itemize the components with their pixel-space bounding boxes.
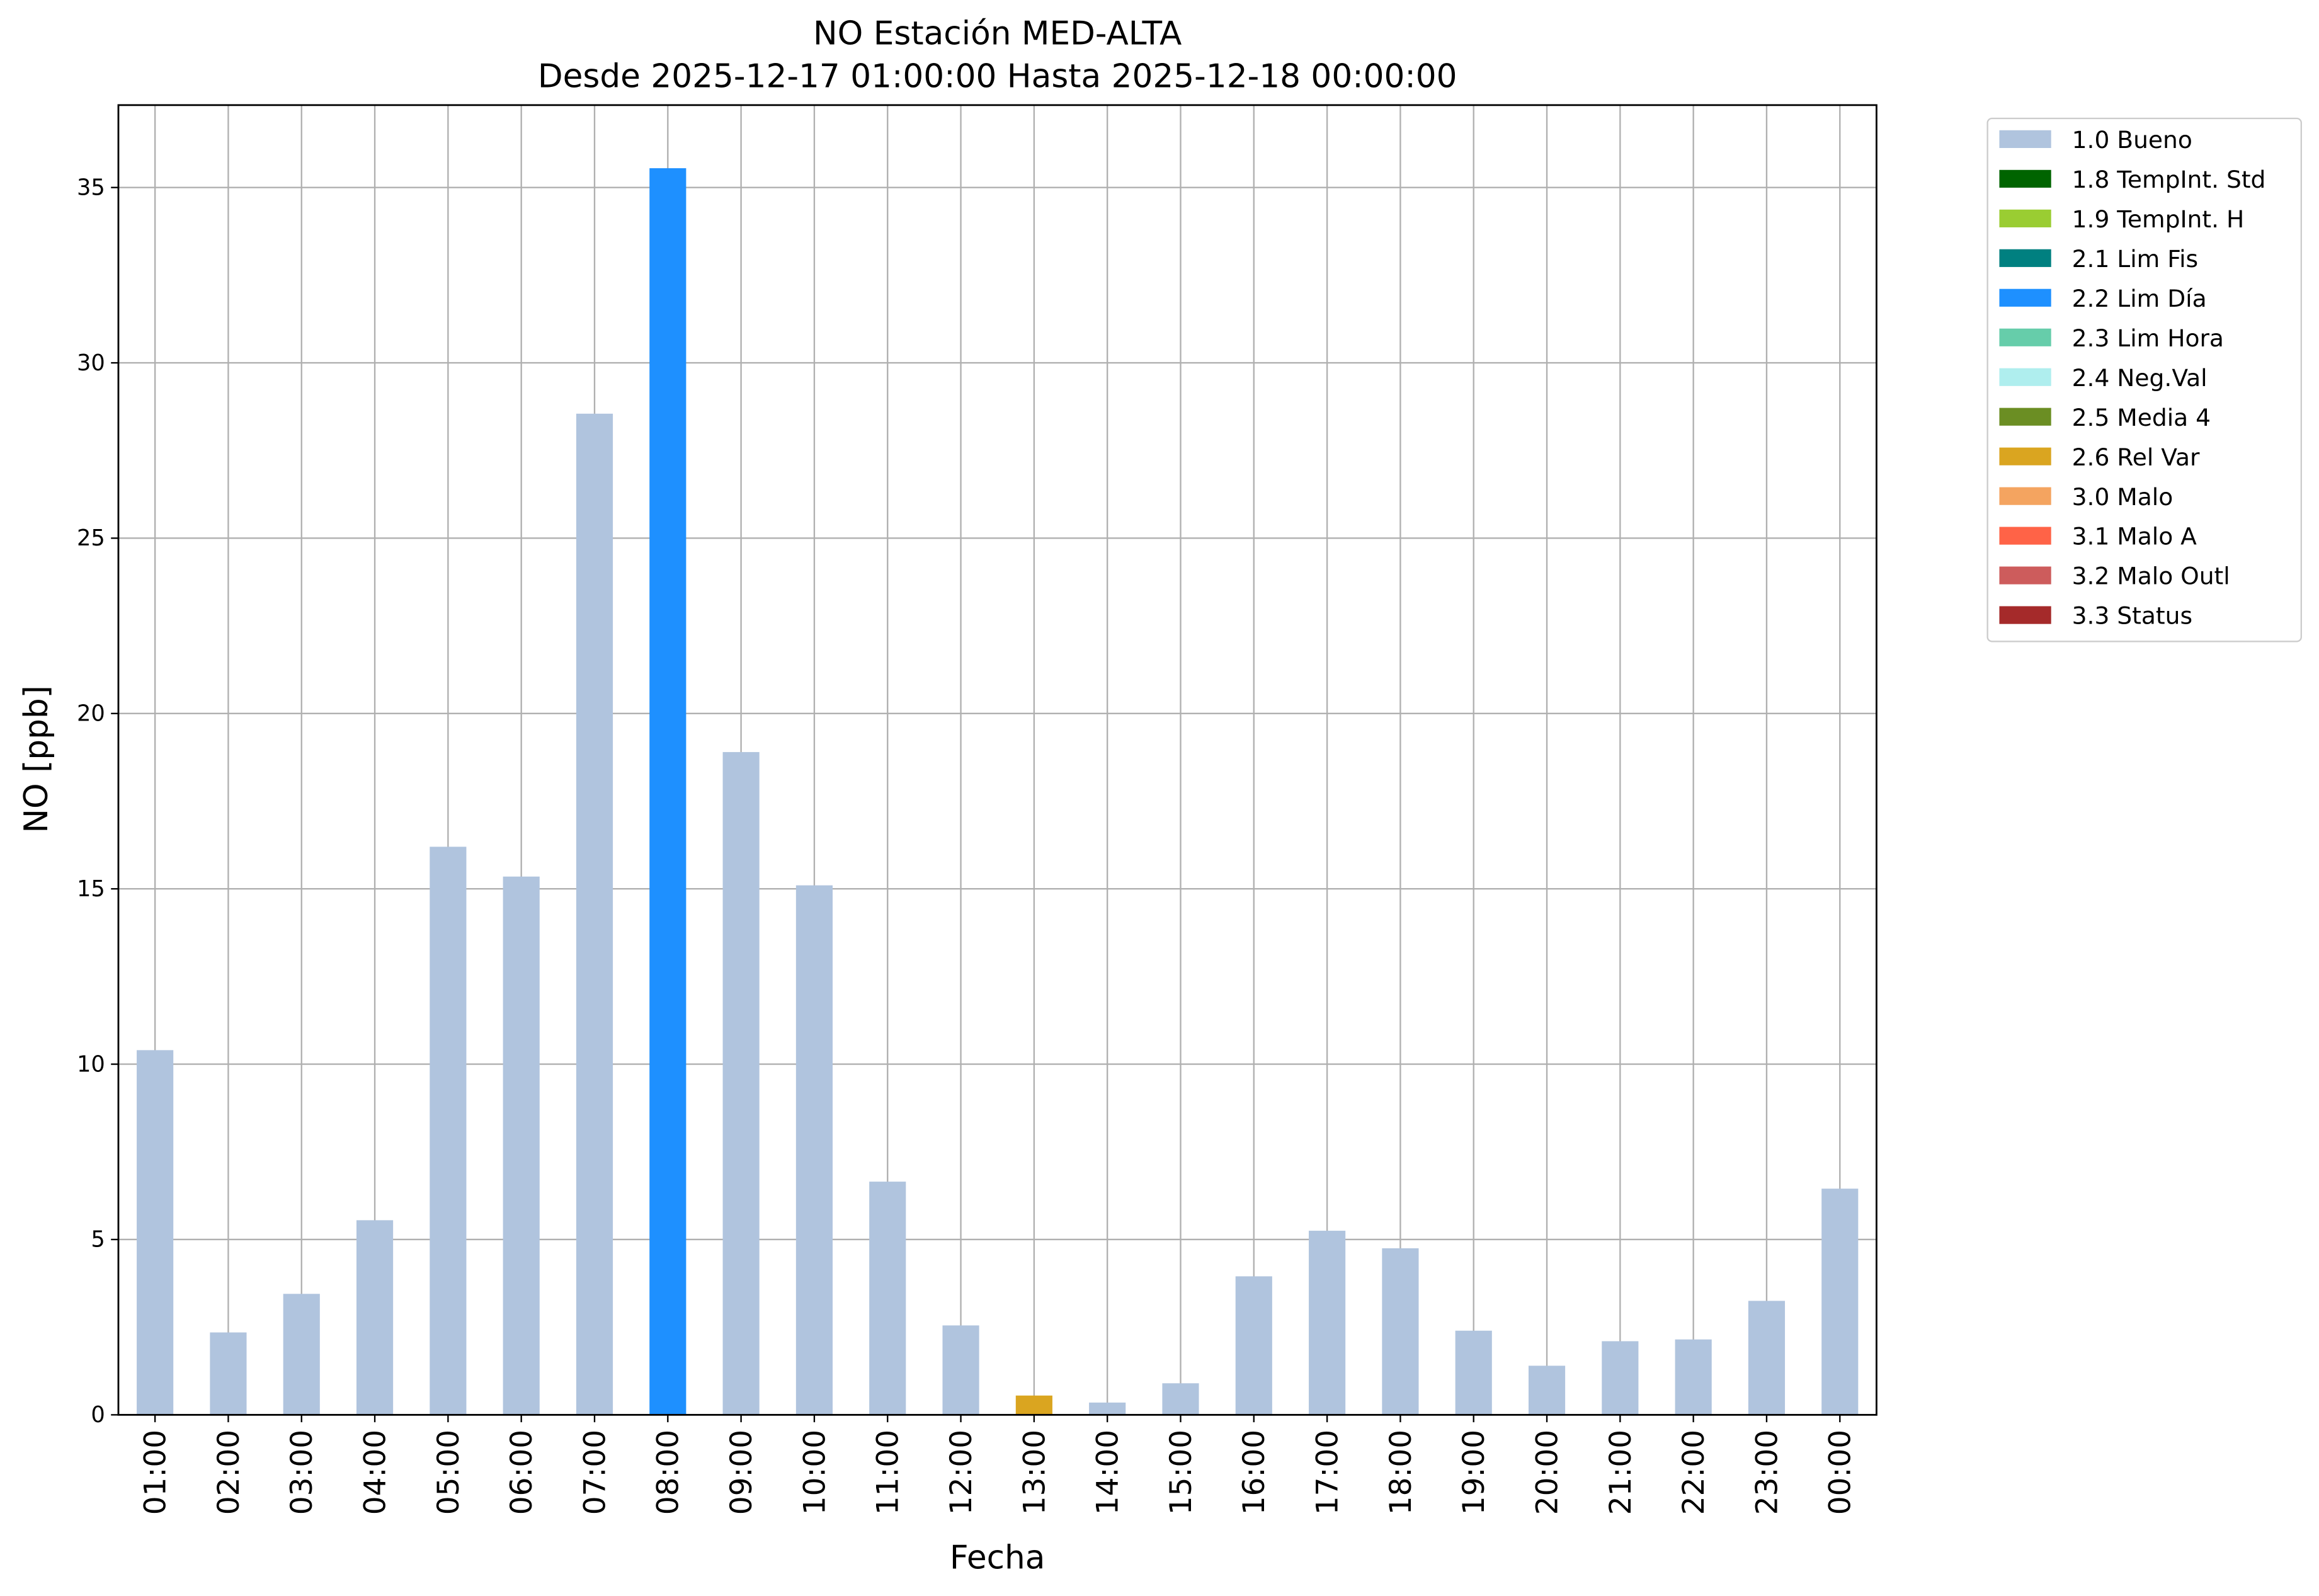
bar bbox=[1602, 1341, 1639, 1415]
legend-label: 2.6 Rel Var bbox=[2072, 443, 2200, 471]
x-tick-label: 09:00 bbox=[724, 1430, 759, 1515]
legend-swatch bbox=[1999, 447, 2051, 465]
legend-swatch bbox=[1999, 487, 2051, 505]
bar bbox=[1235, 1276, 1272, 1415]
y-tick-label: 25 bbox=[77, 525, 105, 551]
legend-label: 1.9 TempInt. H bbox=[2072, 205, 2245, 233]
legend-swatch bbox=[1999, 408, 2051, 426]
bar bbox=[1748, 1301, 1786, 1415]
legend-label: 3.1 Malo A bbox=[2072, 523, 2197, 550]
x-tick-label: 18:00 bbox=[1384, 1430, 1418, 1515]
bar bbox=[356, 1220, 394, 1415]
x-tick-label: 11:00 bbox=[871, 1430, 906, 1515]
y-tick-label: 5 bbox=[91, 1227, 105, 1253]
y-tick-label: 0 bbox=[91, 1402, 105, 1428]
bar bbox=[1675, 1339, 1712, 1415]
x-tick-label: 15:00 bbox=[1164, 1430, 1199, 1515]
x-tick-label: 02:00 bbox=[212, 1430, 246, 1515]
legend-label: 2.3 Lim Hora bbox=[2072, 324, 2224, 352]
y-tick-label: 30 bbox=[77, 350, 105, 376]
bar bbox=[795, 885, 833, 1415]
x-tick-label: 20:00 bbox=[1530, 1430, 1564, 1515]
y-axis-label: NO [ppb] bbox=[18, 685, 55, 833]
legend-swatch bbox=[1999, 368, 2051, 386]
bar bbox=[137, 1050, 174, 1415]
x-tick-label: 10:00 bbox=[797, 1430, 832, 1515]
bar bbox=[1089, 1402, 1126, 1415]
x-tick-label: 06:00 bbox=[504, 1430, 539, 1515]
legend-label: 1.8 TempInt. Std bbox=[2072, 166, 2266, 193]
bar bbox=[1382, 1248, 1419, 1415]
bar bbox=[283, 1294, 320, 1415]
legend-swatch bbox=[1999, 566, 2051, 584]
bar bbox=[942, 1325, 979, 1415]
y-tick-label: 10 bbox=[77, 1051, 105, 1077]
bar bbox=[649, 168, 687, 1415]
legend-swatch bbox=[1999, 209, 2051, 227]
legend-label: 2.2 Lim Día bbox=[2072, 285, 2207, 312]
y-tick-label: 35 bbox=[77, 174, 105, 200]
x-axis-label: Fecha bbox=[950, 1539, 1046, 1577]
bar bbox=[1455, 1330, 1492, 1415]
x-tick-label: 23:00 bbox=[1750, 1430, 1784, 1515]
legend-swatch bbox=[1999, 288, 2051, 307]
legend-box bbox=[1986, 117, 2302, 642]
bar bbox=[210, 1332, 247, 1415]
x-tick-label: 04:00 bbox=[358, 1430, 393, 1515]
x-tick-label: 19:00 bbox=[1457, 1430, 1491, 1515]
bar bbox=[1309, 1231, 1346, 1415]
bar bbox=[722, 752, 760, 1415]
x-tick-label: 16:00 bbox=[1237, 1430, 1272, 1515]
legend-swatch bbox=[1999, 169, 2051, 188]
x-tick-label: 01:00 bbox=[139, 1430, 173, 1515]
x-tick-label: 08:00 bbox=[651, 1430, 686, 1515]
legend-label: 2.1 Lim Fis bbox=[2072, 245, 2199, 273]
legend-label: 2.5 Media 4 bbox=[2072, 404, 2211, 431]
legend-swatch bbox=[1999, 606, 2051, 624]
x-tick-label: 03:00 bbox=[285, 1430, 319, 1515]
bar bbox=[1162, 1383, 1199, 1415]
bar bbox=[503, 876, 540, 1415]
bar bbox=[1821, 1188, 1859, 1415]
bar bbox=[430, 846, 467, 1415]
legend-swatch bbox=[1999, 249, 2051, 267]
chart-subtitle: Desde 2025-12-17 01:00:00 Hasta 2025-12-… bbox=[538, 58, 1457, 96]
legend-label: 3.2 Malo Outl bbox=[2072, 562, 2230, 590]
legend-swatch bbox=[1999, 130, 2051, 149]
bar bbox=[1015, 1395, 1052, 1415]
y-tick-label: 15 bbox=[77, 876, 105, 902]
bar bbox=[576, 413, 613, 1415]
legend-swatch bbox=[1999, 527, 2051, 545]
x-tick-label: 00:00 bbox=[1823, 1430, 1858, 1515]
legend-label: 1.0 Bueno bbox=[2072, 126, 2192, 154]
x-tick-label: 17:00 bbox=[1311, 1430, 1345, 1515]
chart-title: NO Estación MED-ALTA bbox=[813, 15, 1182, 53]
x-tick-label: 07:00 bbox=[578, 1430, 612, 1515]
legend-label: 3.0 Malo bbox=[2072, 483, 2174, 511]
y-tick-label: 20 bbox=[77, 701, 105, 727]
x-tick-label: 14:00 bbox=[1091, 1430, 1125, 1515]
legend-label: 2.4 Neg.Val bbox=[2072, 364, 2208, 392]
plot-frame bbox=[117, 104, 1877, 1416]
x-tick-label: 21:00 bbox=[1604, 1430, 1638, 1515]
legend-swatch bbox=[1999, 328, 2051, 346]
x-tick-label: 13:00 bbox=[1017, 1430, 1052, 1515]
x-tick-label: 05:00 bbox=[431, 1430, 466, 1515]
x-tick-label: 22:00 bbox=[1677, 1430, 1711, 1515]
x-tick-label: 12:00 bbox=[944, 1430, 979, 1515]
bar bbox=[869, 1182, 906, 1415]
legend-label: 3.3 Status bbox=[2072, 602, 2192, 630]
bar bbox=[1528, 1365, 1566, 1415]
